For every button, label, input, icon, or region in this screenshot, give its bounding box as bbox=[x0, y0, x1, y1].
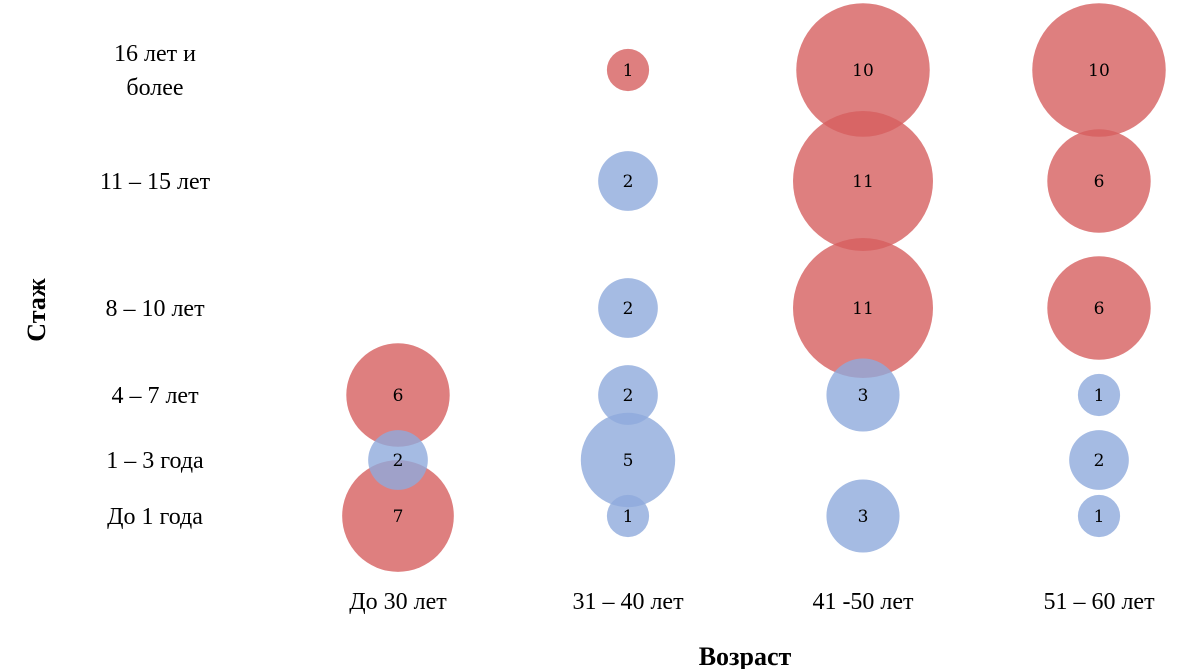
y-tick-label: 1 – 3 года bbox=[106, 448, 204, 474]
data-label: 6 bbox=[393, 386, 404, 406]
data-label: 11 bbox=[852, 172, 874, 192]
bubble bbox=[598, 151, 658, 211]
data-label: 1 bbox=[1094, 386, 1105, 406]
data-label: 3 bbox=[858, 507, 869, 527]
bubble bbox=[598, 278, 658, 338]
bubble bbox=[598, 365, 658, 425]
x-axis-title: Возраст bbox=[699, 642, 792, 669]
bubble bbox=[1047, 256, 1151, 360]
bubble bbox=[1032, 3, 1166, 137]
x-tick-label: 31 – 40 лет bbox=[572, 589, 684, 615]
bubble bbox=[1077, 373, 1121, 417]
data-label: 7 bbox=[393, 507, 404, 527]
bubble bbox=[1047, 129, 1151, 233]
y-tick-label: 8 – 10 лет bbox=[105, 296, 205, 322]
y-tick-label: более bbox=[126, 75, 183, 101]
data-label: 10 bbox=[852, 61, 874, 81]
bubble bbox=[346, 343, 450, 447]
y-tick-label: 4 – 7 лет bbox=[111, 383, 199, 409]
bubble-layer bbox=[342, 3, 1166, 572]
x-axis-ticks: До 30 лет 31 – 40 лет 41 -50 лет 51 – 60 ле… bbox=[349, 589, 1155, 615]
y-axis-ticks: До 1 года 1 – 3 года 4 – 7 лет 8 – 10 лет 11… bbox=[100, 41, 211, 530]
bubble bbox=[793, 238, 933, 378]
data-label: 11 bbox=[852, 299, 874, 319]
bubble bbox=[368, 430, 428, 490]
bubble bbox=[1069, 430, 1129, 490]
data-label-layer: 7 2 6 1 5 2 2 2 1 3 3 11 11 10 1 2 1 6 6 10 bbox=[393, 61, 1110, 527]
x-tick-label: 41 -50 лет bbox=[812, 589, 914, 615]
bubble bbox=[606, 494, 650, 538]
bubble bbox=[342, 460, 454, 572]
bubble bbox=[580, 412, 676, 508]
y-tick-label: 11 – 15 лет bbox=[100, 169, 211, 195]
data-label: 5 bbox=[623, 451, 634, 471]
bubble bbox=[796, 3, 930, 137]
y-axis-title: Стаж bbox=[22, 278, 51, 342]
bubble bbox=[826, 479, 900, 553]
x-tick-label: До 30 лет bbox=[349, 589, 447, 615]
data-label: 1 bbox=[1094, 507, 1105, 527]
data-label: 6 bbox=[1094, 172, 1105, 192]
data-label: 2 bbox=[623, 172, 634, 192]
data-label: 2 bbox=[623, 299, 634, 319]
bubble bbox=[793, 111, 933, 251]
data-label: 2 bbox=[1094, 451, 1105, 471]
data-label: 10 bbox=[1088, 61, 1110, 81]
data-label: 2 bbox=[623, 386, 634, 406]
data-label: 2 bbox=[393, 451, 404, 471]
data-label: 3 bbox=[858, 386, 869, 406]
data-label: 1 bbox=[623, 61, 634, 81]
bubble bbox=[1077, 494, 1121, 538]
x-tick-label: 51 – 60 лет bbox=[1043, 589, 1155, 615]
data-label: 1 bbox=[623, 507, 634, 527]
data-label: 6 bbox=[1094, 299, 1105, 319]
bubble bbox=[826, 358, 900, 432]
bubble bbox=[606, 48, 650, 92]
y-tick-label: До 1 года bbox=[107, 504, 203, 530]
y-tick-label: 16 лет и bbox=[114, 41, 196, 67]
